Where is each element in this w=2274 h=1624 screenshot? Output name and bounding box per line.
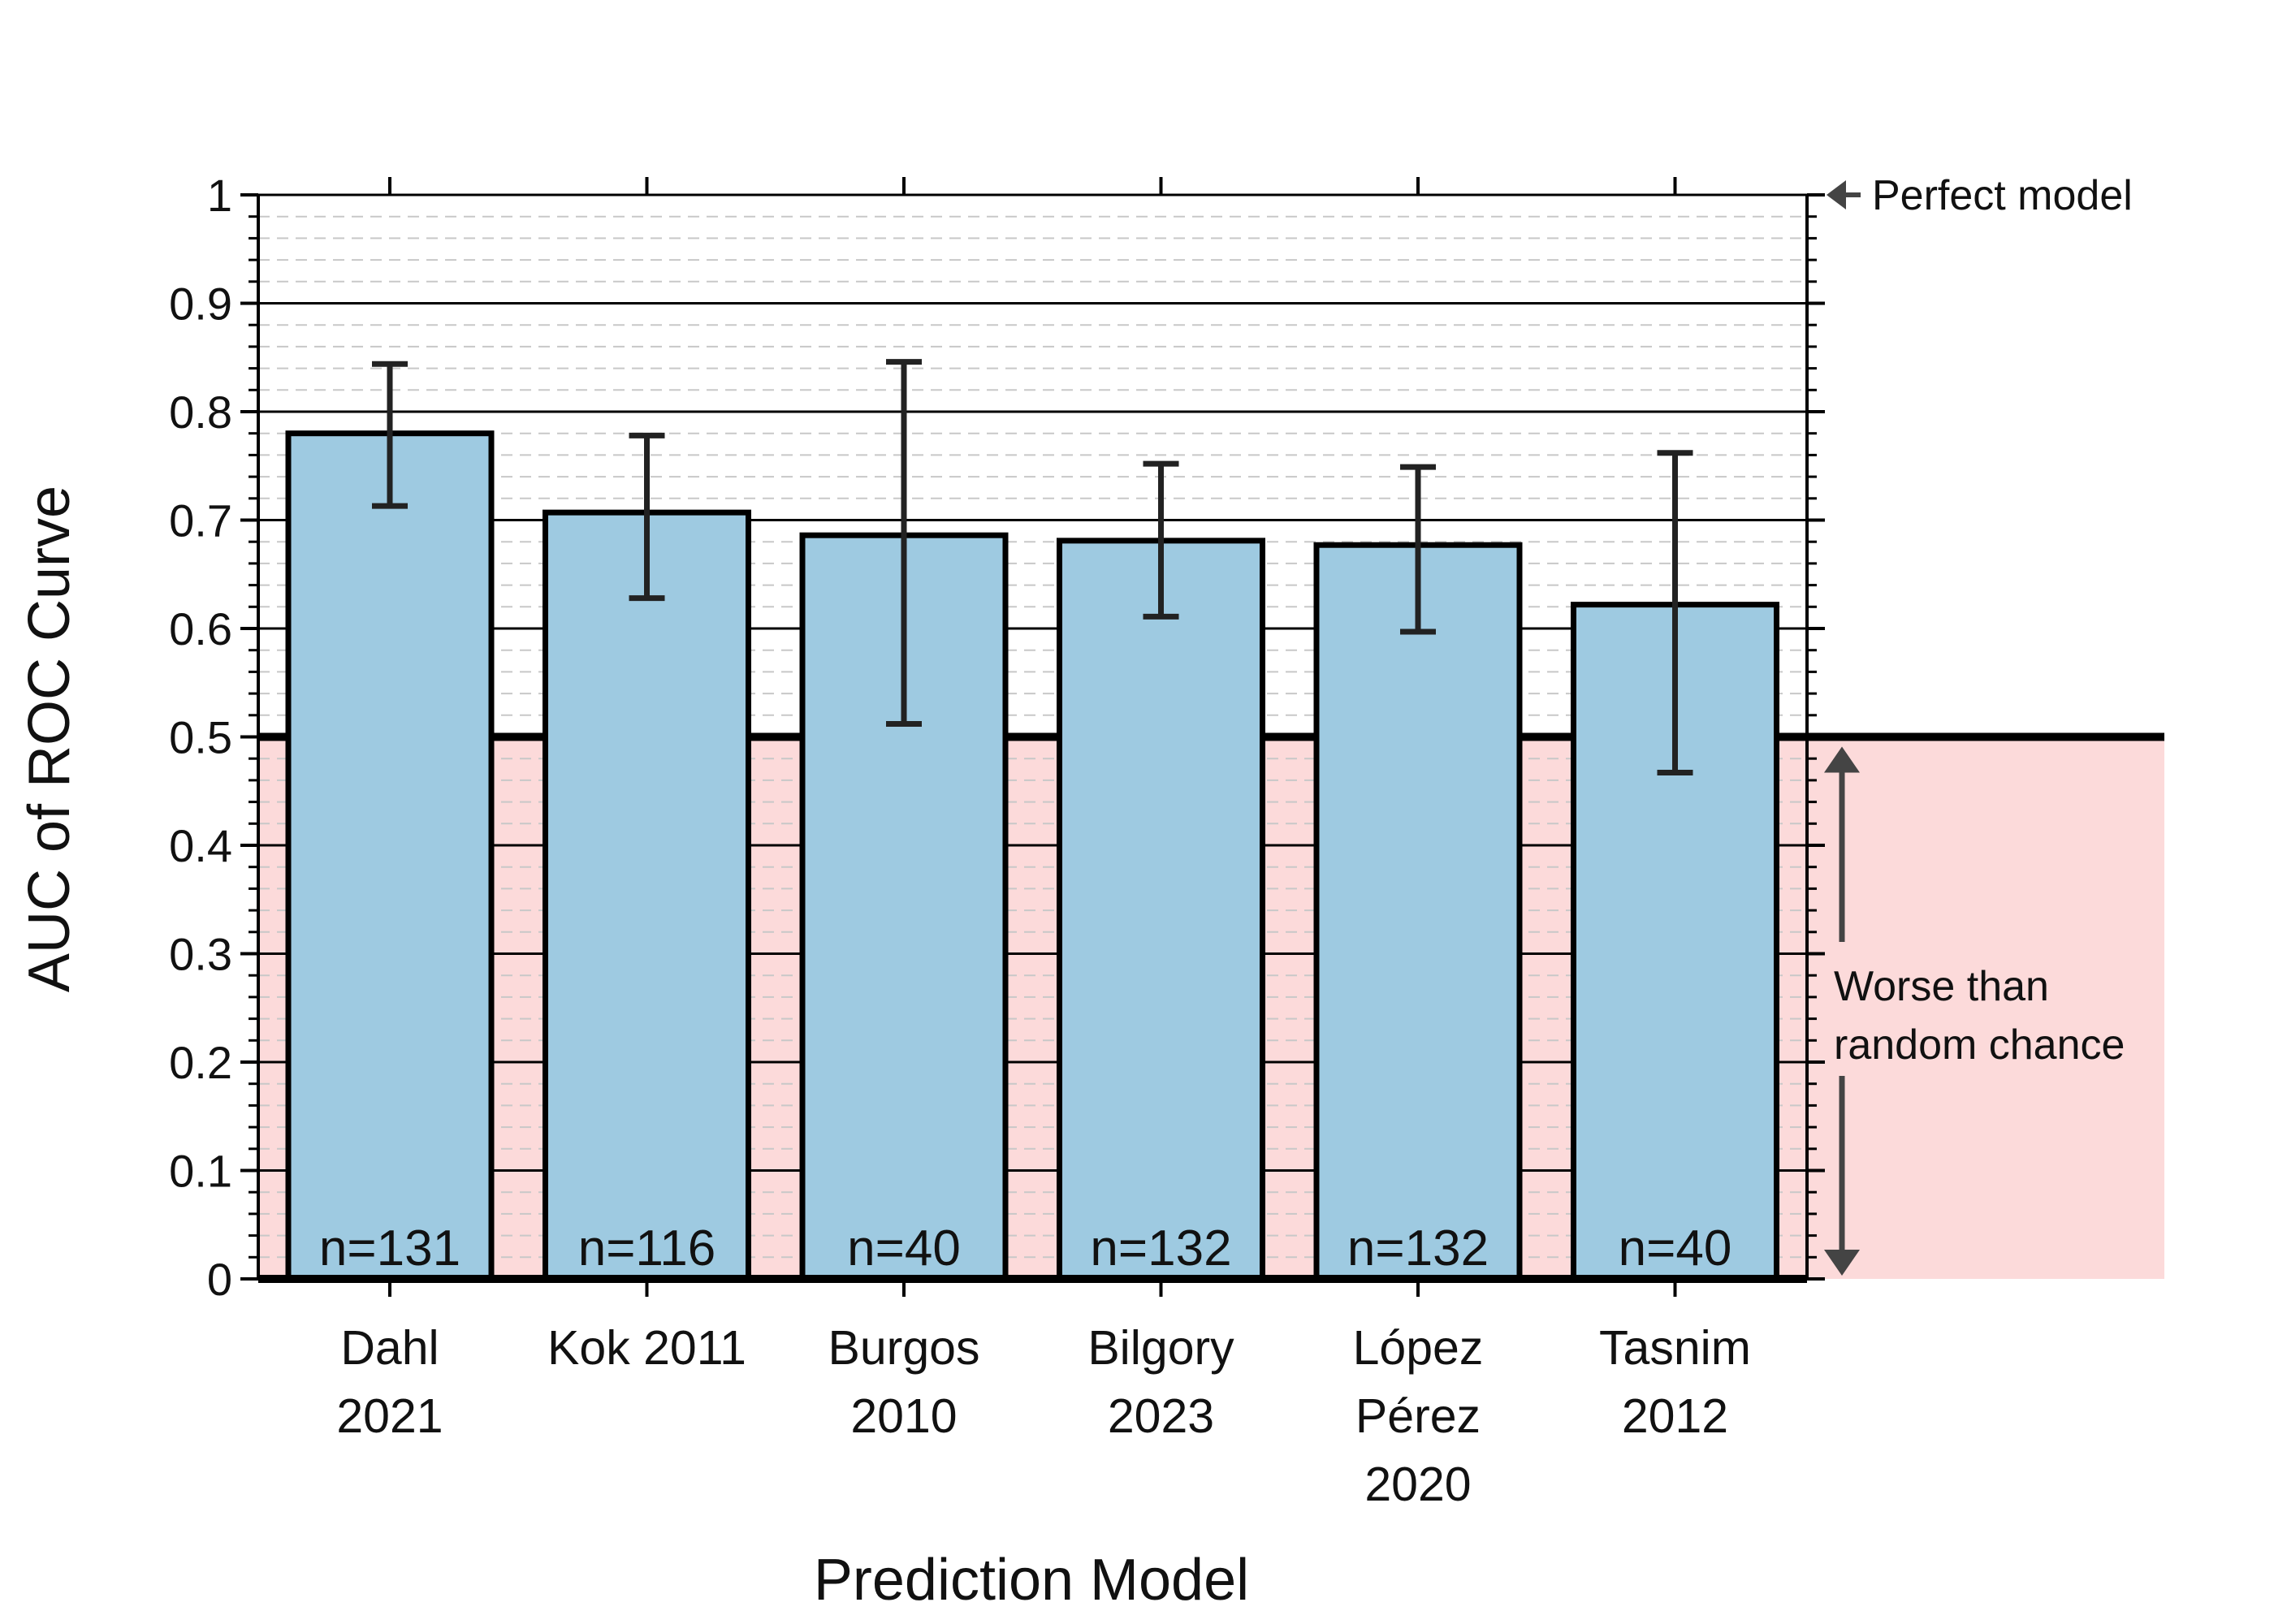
category-label-line: 2010 [850, 1389, 957, 1443]
category-label: Dahl 2021 [336, 1321, 443, 1443]
y-tick-label: 0.1 [169, 1146, 232, 1197]
category-label: Tasnim 2012 [1599, 1321, 1751, 1443]
worse-than-chance-label-line2: random chance [1834, 1021, 2125, 1069]
category-label-line: 2012 [1622, 1389, 1728, 1443]
category-label-line: 2021 [336, 1389, 443, 1443]
category-label-line: Kok 2011 [547, 1321, 746, 1375]
perfect-model-arrow-icon [1827, 180, 1846, 209]
category-label-line: Dahl [340, 1321, 439, 1375]
y-tick-label: 0.9 [169, 279, 232, 330]
y-tick-label: 0.8 [169, 387, 232, 438]
y-tick-label: 0 [207, 1254, 232, 1305]
sample-size-label: n=131 [319, 1220, 460, 1276]
sample-size-label: n=40 [1619, 1220, 1732, 1276]
y-axis-title: AUC of ROC Curve [17, 486, 82, 992]
arrow-down-icon [1824, 1250, 1860, 1276]
y-tick-label: 0.5 [169, 712, 232, 763]
x-axis-title: Prediction Model [814, 1548, 1249, 1613]
sample-size-label: n=116 [578, 1220, 716, 1276]
category-label: López Pérez 2020 [1353, 1321, 1484, 1511]
sample-size-label: n=40 [847, 1220, 961, 1276]
category-label: Kok 2011 [547, 1321, 746, 1375]
category-label-line: Tasnim [1599, 1321, 1751, 1375]
arrow-up-icon [1824, 746, 1860, 773]
sample-size-label: n=132 [1090, 1220, 1231, 1276]
category-label-line: Pérez [1355, 1389, 1481, 1443]
category-label: Burgos 2010 [828, 1321, 980, 1443]
y-tick-label: 0.6 [169, 603, 232, 654]
category-label-line: López [1353, 1321, 1484, 1375]
axes-layer [240, 177, 1825, 1297]
category-label: Bilgory 2023 [1087, 1321, 1234, 1443]
y-tick-label: 0.3 [169, 929, 232, 980]
error-bars-layer [372, 359, 1693, 776]
bar [543, 509, 751, 1282]
bar [1057, 538, 1265, 1282]
category-label-line: 2020 [1364, 1458, 1471, 1511]
category-label-line: 2023 [1108, 1389, 1214, 1443]
perfect-model-label: Perfect model [1872, 172, 2133, 219]
annotations-layer: Perfect model Worse than random chance [1824, 172, 2133, 1276]
y-tick-label: 1 [207, 170, 232, 221]
y-tick-label: 0.4 [169, 820, 232, 871]
labels-layer: 0 0.1 0.2 0.3 0.4 0.5 0.6 0.7 0.8 0.9 1 Dahl 2021 Kok… [169, 170, 1751, 1511]
y-tick-label: 0.2 [169, 1037, 232, 1088]
worse-than-chance-label-line1: Worse than [1834, 963, 2049, 1010]
bar [285, 430, 495, 1282]
sample-size-label: n=132 [1347, 1220, 1489, 1276]
category-label-line: Burgos [828, 1321, 980, 1375]
category-label-line: Bilgory [1087, 1321, 1234, 1375]
bar [1313, 542, 1523, 1282]
y-tick-label: 0.7 [169, 495, 232, 546]
